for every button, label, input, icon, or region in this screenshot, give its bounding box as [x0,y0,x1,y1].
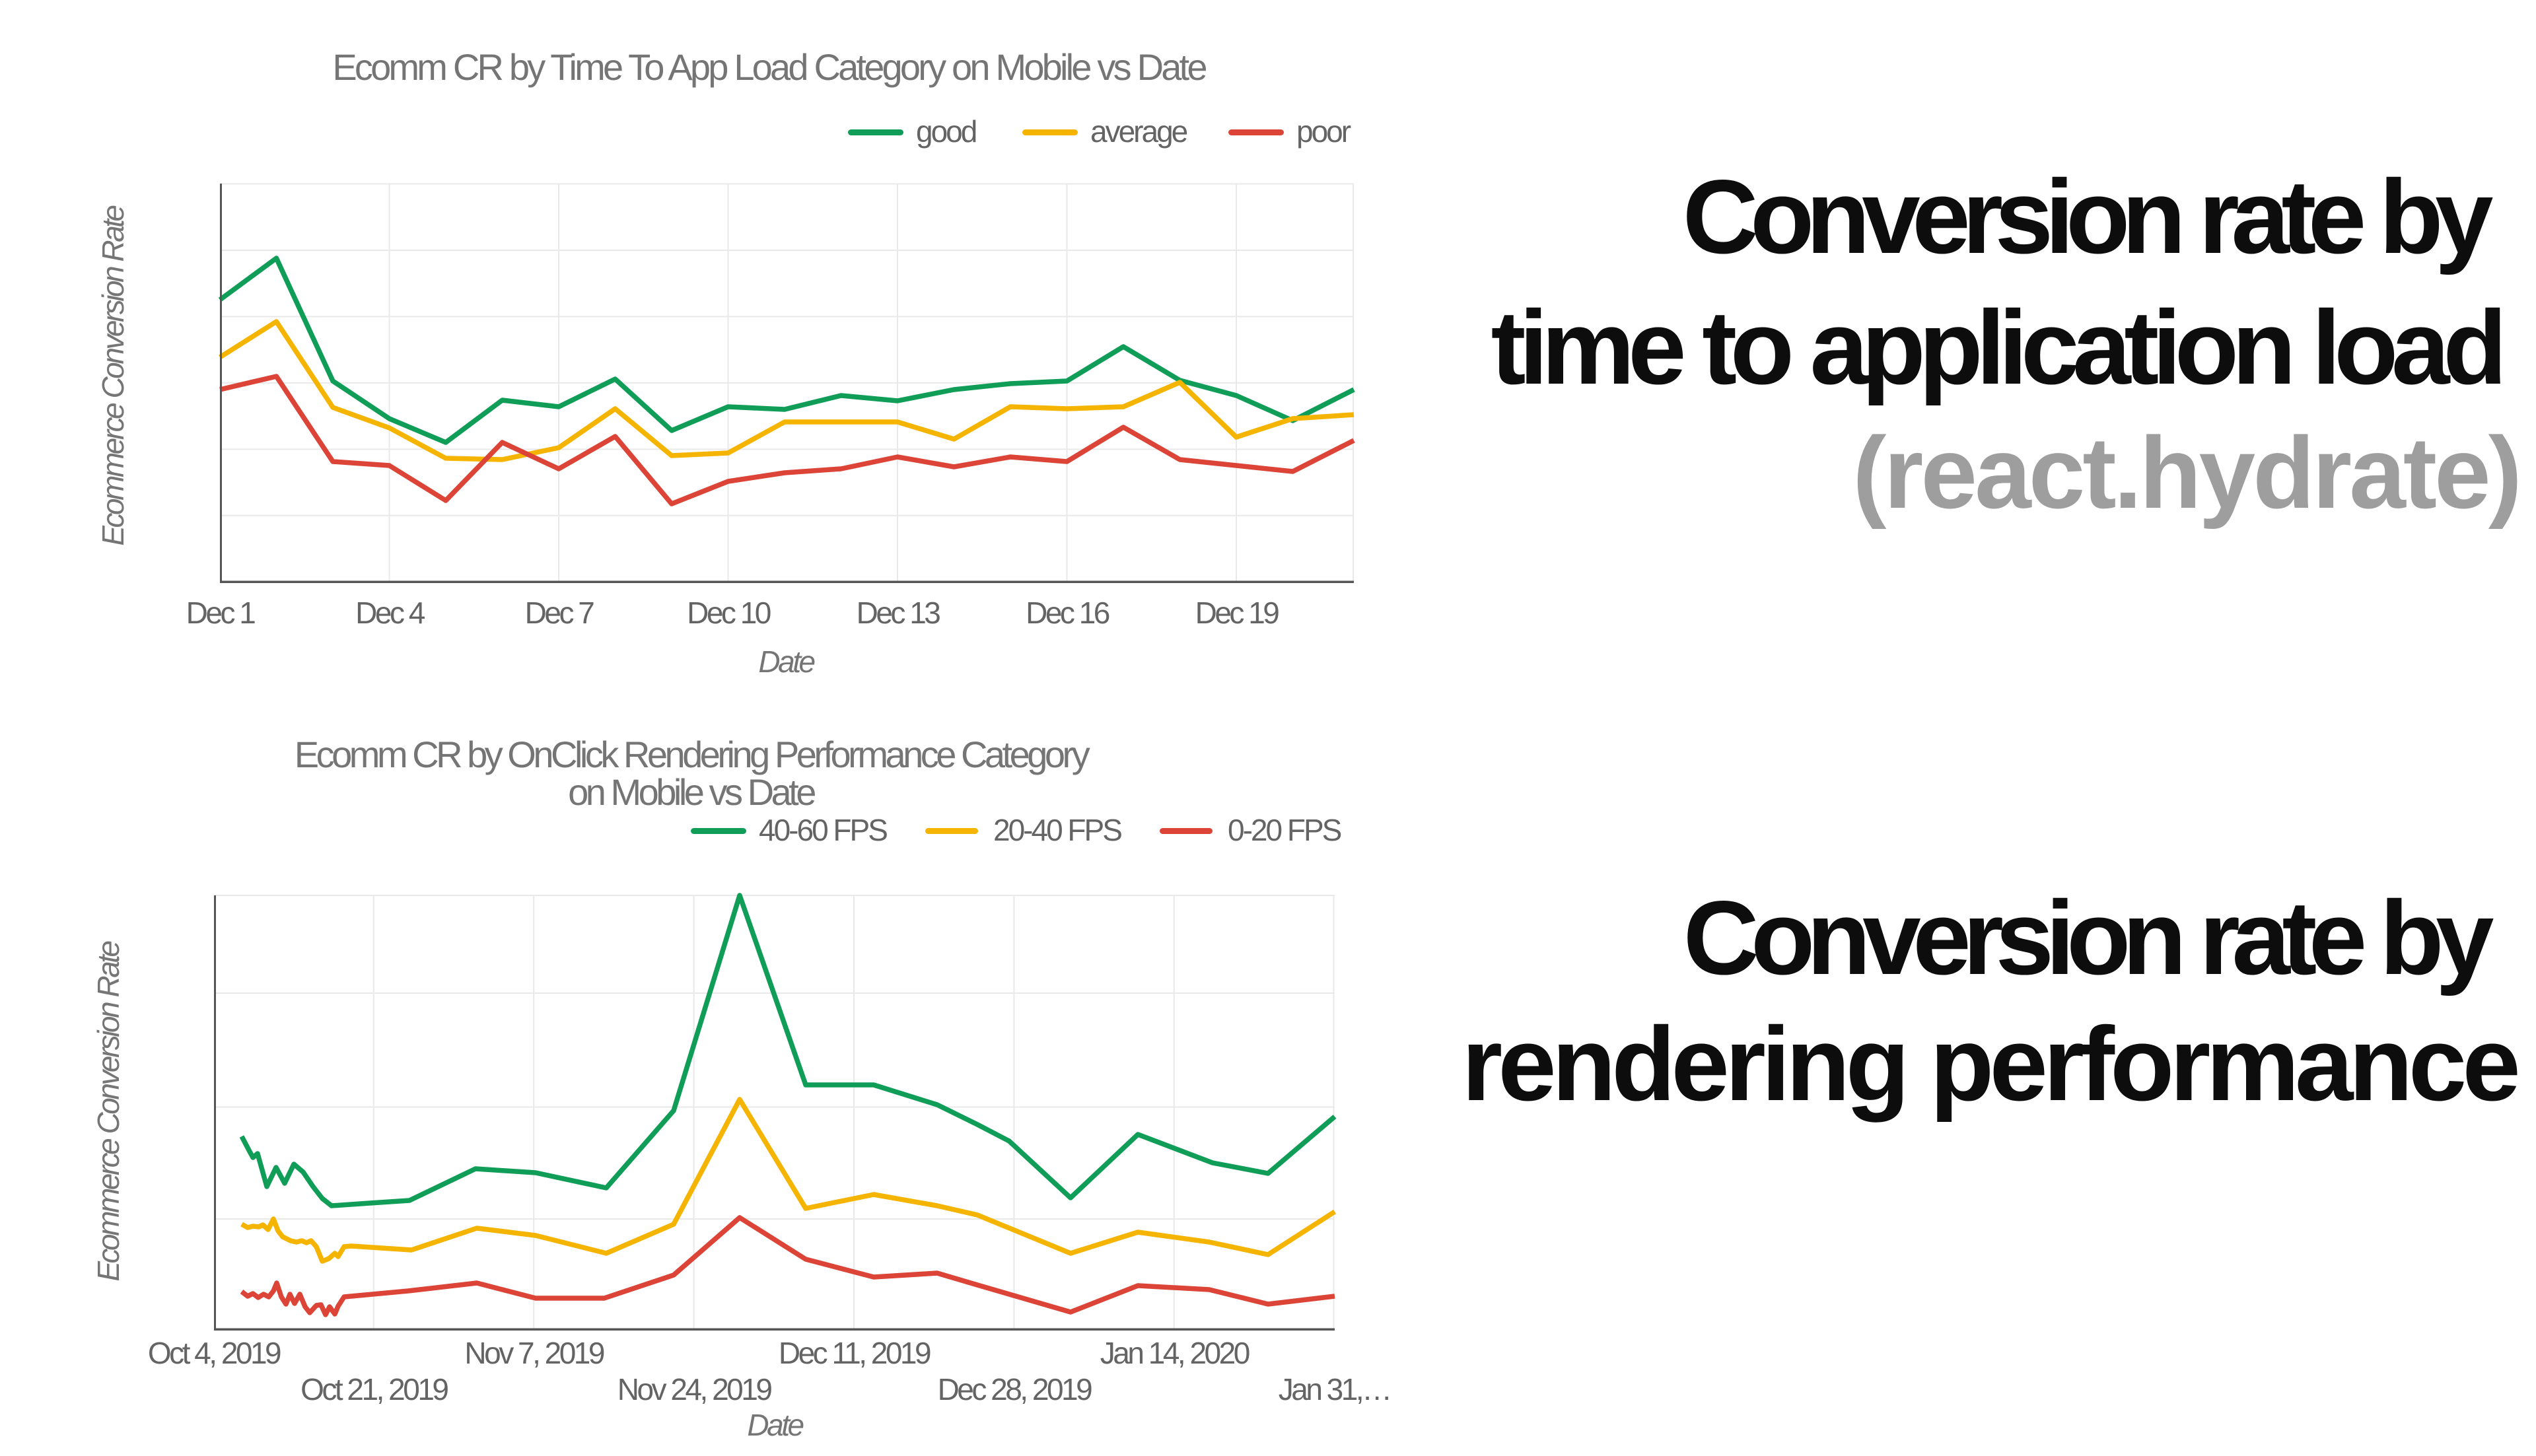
svg-text:(react.hydrate): (react.hydrate) [1852,416,2519,530]
svg-text:Date: Date [747,1408,803,1442]
svg-text:average: average [1090,114,1187,149]
svg-text:Conversion rate by: Conversion rate by [1683,158,2493,275]
svg-text:Jan 31,…: Jan 31,… [1279,1372,1390,1406]
svg-text:Dec 10: Dec 10 [687,596,771,630]
svg-text:Ecommerce Conversion Rate: Ecommerce Conversion Rate [96,205,130,545]
svg-text:Dec 28, 2019: Dec 28, 2019 [938,1372,1092,1406]
svg-text:Ecomm CR by Time To App Load C: Ecomm CR by Time To App Load Category on… [332,46,1206,88]
svg-text:good: good [916,114,976,149]
svg-text:poor: poor [1296,114,1351,149]
svg-text:Dec 16: Dec 16 [1026,596,1110,630]
svg-text:Conversion rate by: Conversion rate by [1683,879,2494,996]
svg-text:Dec 7: Dec 7 [525,596,594,630]
svg-text:40-60 FPS: 40-60 FPS [759,813,887,847]
svg-text:Dec 1: Dec 1 [186,596,256,630]
svg-text:20-40 FPS: 20-40 FPS [993,813,1121,847]
svg-text:Ecomm CR by OnClick Rendering: Ecomm CR by OnClick Rendering Performanc… [295,734,1090,775]
svg-text:Nov 7, 2019: Nov 7, 2019 [464,1336,604,1370]
svg-text:Nov 24, 2019: Nov 24, 2019 [617,1372,772,1406]
svg-text:0-20 FPS: 0-20 FPS [1228,813,1341,847]
svg-text:Dec 13: Dec 13 [857,596,940,630]
svg-text:Dec 4: Dec 4 [355,596,425,630]
svg-text:on Mobile vs Date: on Mobile vs Date [568,771,815,813]
svg-text:time to application load: time to application load [1491,289,2501,406]
svg-text:Date: Date [758,644,814,679]
svg-text:Ecommerce Conversion Rate: Ecommerce Conversion Rate [91,941,125,1281]
svg-text:Jan 14, 2020: Jan 14, 2020 [1100,1336,1250,1370]
svg-text:Oct 4, 2019: Oct 4, 2019 [148,1336,281,1370]
svg-text:rendering performance: rendering performance [1462,1005,2517,1123]
svg-text:Dec 11, 2019: Dec 11, 2019 [779,1336,931,1370]
svg-text:Oct 21, 2019: Oct 21, 2019 [300,1372,448,1406]
svg-text:Dec 19: Dec 19 [1195,596,1279,630]
